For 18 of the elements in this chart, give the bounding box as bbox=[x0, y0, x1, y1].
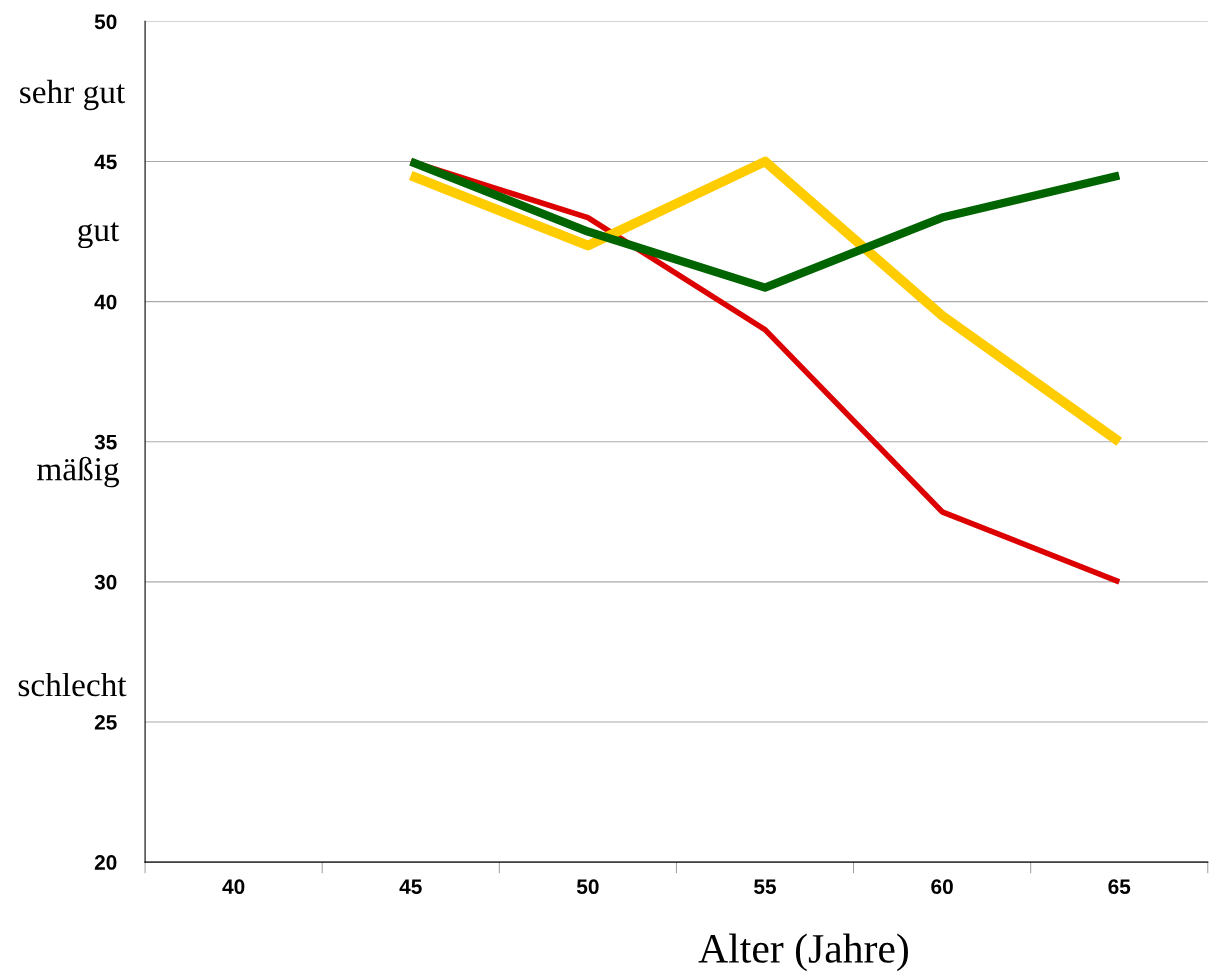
x-tick-label: 45 bbox=[399, 879, 422, 895]
x-tick-label: 65 bbox=[1108, 879, 1131, 895]
y-tick-label: 25 bbox=[94, 714, 117, 730]
text: mäßig bbox=[37, 456, 120, 488]
y-tick-label: 45 bbox=[94, 154, 117, 170]
text: schlecht bbox=[18, 672, 127, 697]
x-axis-title: Alter (Jahre) bbox=[698, 933, 908, 972]
text: sehr gut bbox=[20, 79, 126, 111]
y-tick-label: 40 bbox=[94, 294, 117, 310]
y-tick-label: 35 bbox=[94, 434, 117, 450]
y-tick-label: 50 bbox=[94, 14, 117, 30]
x-tick-label: 55 bbox=[754, 879, 776, 895]
text: gut bbox=[78, 222, 120, 249]
y-tick-label: 30 bbox=[94, 574, 117, 590]
x-tick-label: 50 bbox=[576, 879, 599, 895]
y-tick-label: 20 bbox=[94, 855, 117, 870]
x-tick-label: 40 bbox=[222, 879, 245, 895]
x-tick-label: 60 bbox=[931, 879, 953, 895]
